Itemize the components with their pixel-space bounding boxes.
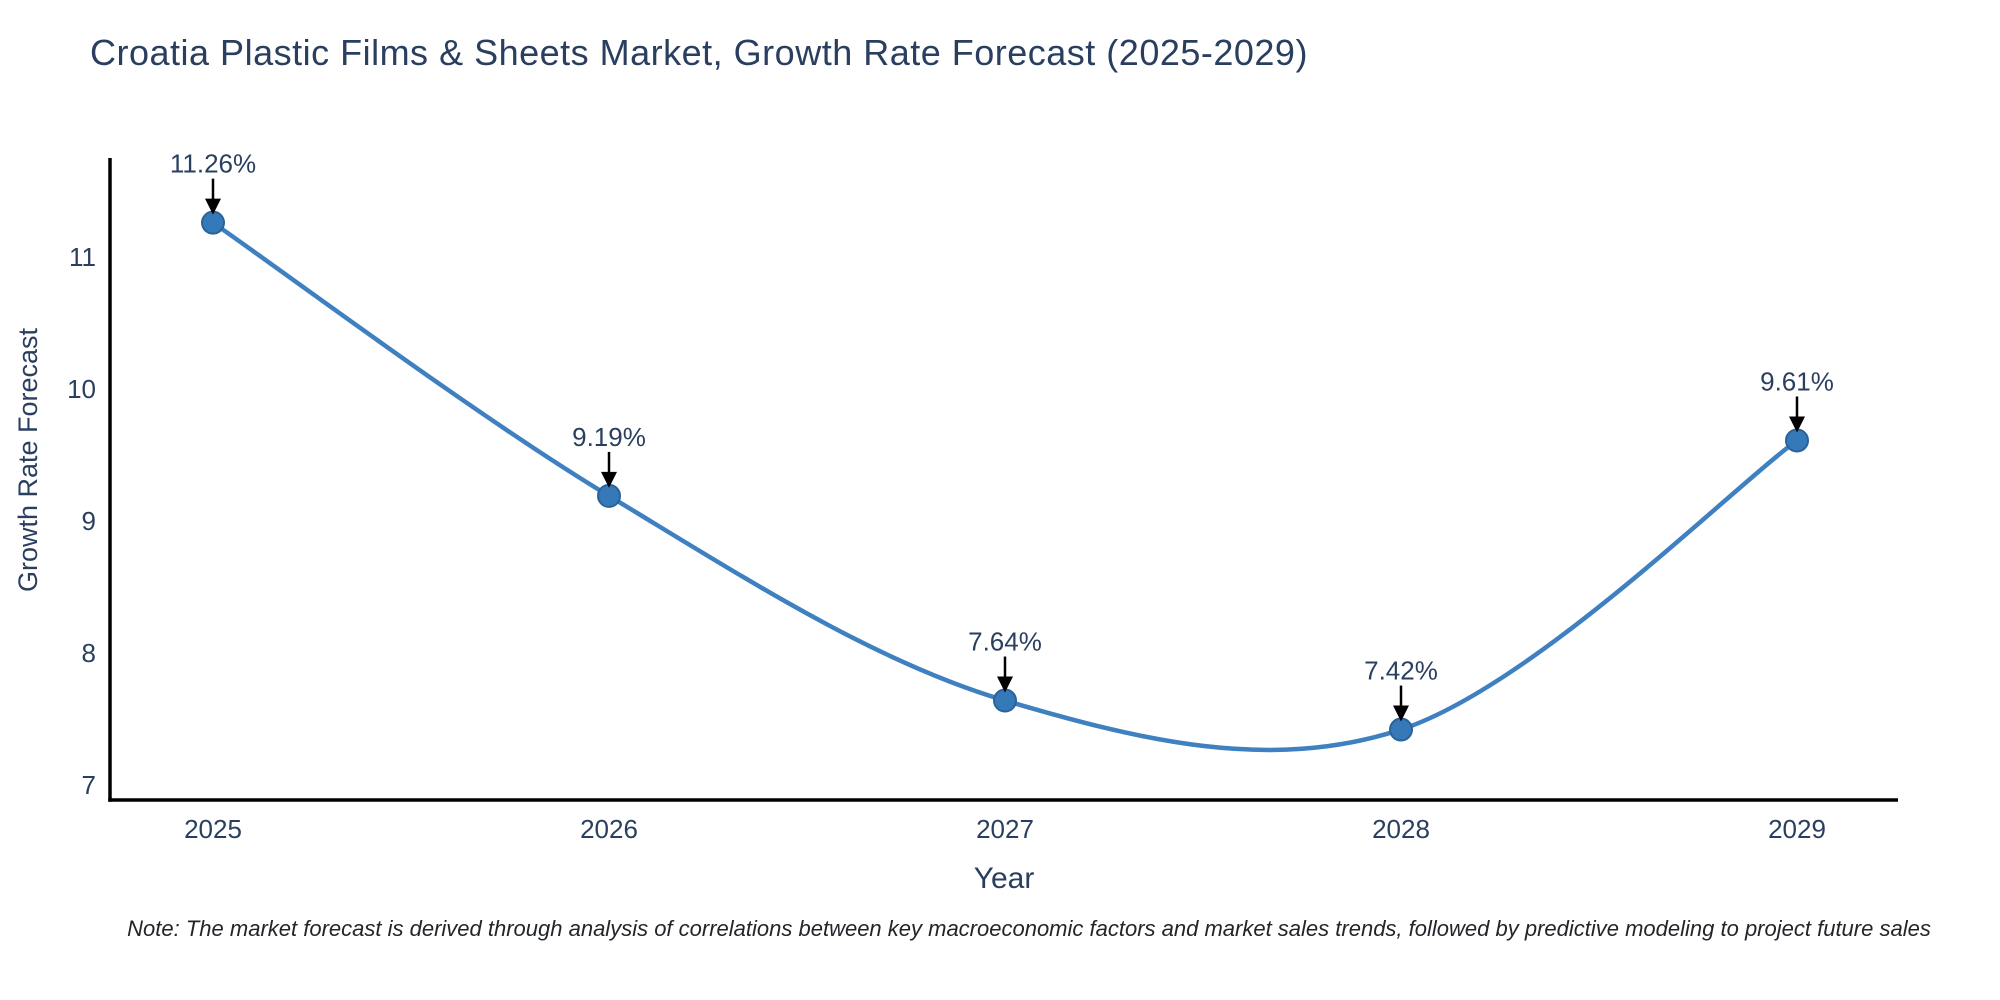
point-label-2027: 7.64% [968,627,1042,657]
annotation-arrowhead-2025 [205,198,221,215]
point-label-2029: 9.61% [1760,366,1834,396]
y-tick-label: 7 [82,770,96,800]
y-tick-label: 8 [82,638,96,668]
point-label-2025: 11.26% [170,149,256,179]
data-point-2028 [1389,717,1413,742]
data-point-2029 [1785,428,1809,453]
y-axis-title: Growth Rate Forecast [13,327,43,592]
y-tick-label: 10 [67,374,96,404]
annotation-arrowhead-2028 [1393,705,1409,722]
x-tick-label: 2026 [580,814,638,844]
annotation-arrowhead-2029 [1789,416,1805,433]
data-point-2027 [993,688,1017,713]
data-point-2025 [201,210,225,235]
annotation-arrowhead-2026 [601,471,617,488]
y-tick-label: 9 [82,506,96,536]
annotation-arrowhead-2027 [997,676,1013,693]
footnote: Note: The market forecast is derived thr… [127,916,1931,941]
point-label-2028: 7.42% [1364,656,1438,686]
x-tick-label: 2027 [976,814,1034,844]
x-tick-label: 2025 [184,814,242,844]
point-label-2026: 9.19% [572,422,646,452]
x-tick-label: 2028 [1372,814,1430,844]
chart-title: Croatia Plastic Films & Sheets Market, G… [90,32,1308,73]
y-tick-label: 11 [69,242,96,272]
x-tick-label: 2029 [1768,814,1826,844]
x-axis-title: Year [974,862,1035,895]
data-point-2026 [597,483,621,508]
